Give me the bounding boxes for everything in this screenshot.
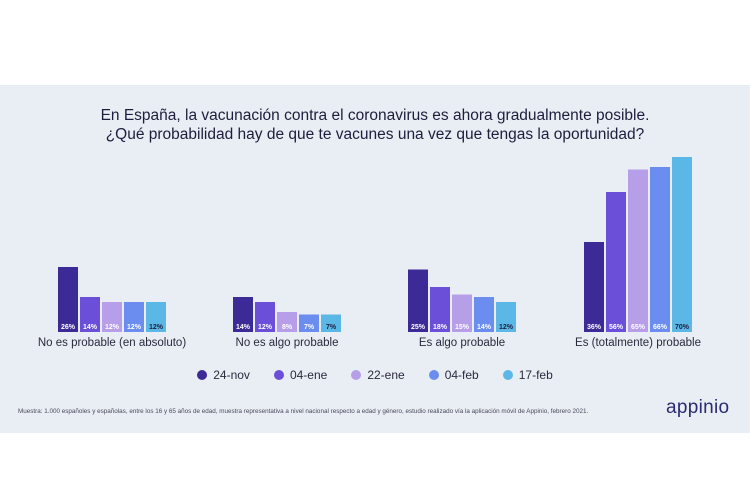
- bar-24-nov-cat4: [584, 242, 604, 332]
- bar-value-label: 12%: [499, 324, 514, 331]
- legend-dot-icon: [351, 370, 362, 380]
- bar-value-label: 8%: [282, 324, 293, 331]
- legend-label: 17-feb: [518, 368, 553, 382]
- bar-value-label: 12%: [258, 324, 273, 331]
- bar-value-label: 14%: [477, 324, 492, 331]
- category-label: Es (totalmente) probable: [575, 337, 701, 349]
- bar-value-label: 12%: [127, 324, 142, 331]
- bar-value-label: 18%: [433, 324, 448, 331]
- bar-24-nov-cat3: [408, 269, 428, 332]
- bar-04-ene-cat2: [255, 302, 275, 332]
- legend-dot-icon: [197, 370, 208, 380]
- legend-item-22-ene: 22-ene: [351, 368, 405, 382]
- bar-24-nov-cat1: [58, 267, 78, 332]
- legend-label: 24-nov: [213, 368, 250, 382]
- chart-title-line2: ¿Qué probabilidad hay de que te vacunes …: [105, 126, 645, 143]
- bar-04-feb-cat4: [650, 167, 670, 332]
- footnote: Muestra: 1.000 españoles y españolas, en…: [18, 408, 589, 415]
- bar-value-label: 65%: [631, 324, 646, 331]
- bar-value-label: 14%: [83, 324, 98, 331]
- legend-dot-icon: [273, 370, 284, 380]
- bar-value-label: 12%: [105, 324, 120, 331]
- bar-value-label: 26%: [61, 324, 76, 331]
- legend-item-17-feb: 17-feb: [502, 368, 553, 382]
- appinio-logo: appinio: [666, 397, 730, 418]
- bar-04-feb-cat1: [124, 302, 144, 332]
- bar-17-feb-cat1: [146, 302, 166, 332]
- bar-value-label: 12%: [149, 324, 164, 331]
- legend-dot-icon: [502, 370, 513, 380]
- bar-04-ene-cat3: [430, 287, 450, 332]
- chart-title-line1: En España, la vacunación contra el coron…: [100, 107, 650, 124]
- legend-item-04-ene: 04-ene: [273, 368, 328, 382]
- bar-24-nov-cat2: [233, 297, 253, 332]
- legend-item-04-feb: 04-feb: [428, 368, 479, 382]
- legend-label: 04-ene: [289, 368, 328, 382]
- bar-22-ene-cat4: [628, 169, 648, 332]
- bar-value-label: 25%: [411, 324, 426, 331]
- bar-17-feb-cat2: [321, 314, 341, 332]
- bar-value-label: 70%: [675, 324, 690, 331]
- bar-22-ene-cat1: [102, 302, 122, 332]
- legend-label: 04-feb: [444, 368, 479, 382]
- bar-value-label: 14%: [236, 324, 251, 331]
- bar-04-ene-cat4: [606, 192, 626, 332]
- bar-value-label: 15%: [455, 324, 470, 331]
- bar-22-ene-cat3: [452, 294, 472, 332]
- legend-label: 22-ene: [367, 368, 405, 382]
- bar-value-label: 7%: [304, 324, 315, 331]
- bar-value-label: 56%: [609, 324, 624, 331]
- bar-04-feb-cat2: [299, 314, 319, 332]
- bar-value-label: 36%: [587, 324, 602, 331]
- legend-dot-icon: [428, 370, 439, 380]
- bar-17-feb-cat3: [496, 302, 516, 332]
- bar-04-ene-cat1: [80, 297, 100, 332]
- bar-17-feb-cat4: [672, 157, 692, 332]
- legend-item-24-nov: 24-nov: [197, 368, 250, 382]
- category-label: No es algo probable: [236, 337, 339, 349]
- chart-legend: 24-nov 04-ene 22-ene 04-feb 17-feb: [0, 368, 750, 382]
- category-label: Es algo probable: [419, 337, 505, 349]
- bar-22-ene-cat2: [277, 312, 297, 332]
- bar-value-label: 7%: [326, 324, 337, 331]
- bar-value-label: 66%: [653, 324, 668, 331]
- bar-04-feb-cat3: [474, 297, 494, 332]
- category-label: No es probable (en absoluto): [38, 337, 186, 349]
